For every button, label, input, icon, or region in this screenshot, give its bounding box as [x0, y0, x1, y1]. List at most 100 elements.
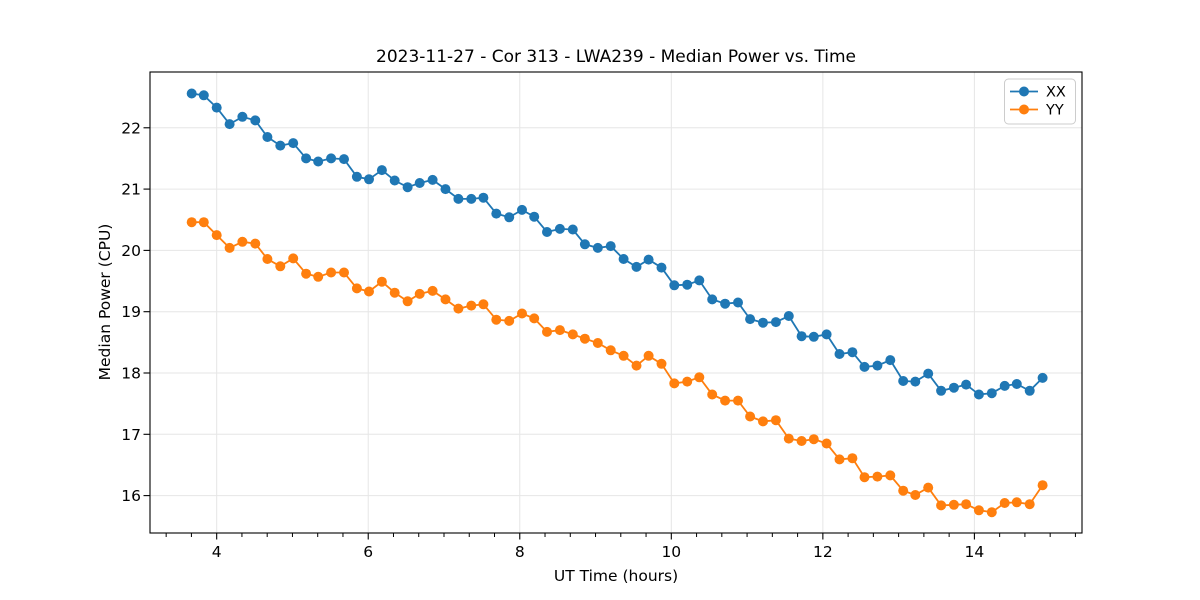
- data-point-yy: [478, 299, 489, 310]
- data-point-yy: [466, 300, 477, 311]
- data-point-yy: [275, 261, 286, 272]
- legend-label-yy: YY: [1045, 103, 1064, 119]
- legend-swatch-marker-xx: [1019, 86, 1029, 97]
- data-point-yy: [504, 315, 515, 326]
- data-point-yy: [376, 276, 387, 287]
- data-point-xx: [872, 360, 883, 371]
- data-point-yy: [682, 376, 693, 387]
- data-point-yy: [999, 498, 1010, 508]
- grid-lines: [150, 72, 1082, 533]
- data-point-yy: [631, 360, 642, 371]
- data-point-xx: [733, 297, 743, 308]
- data-point-yy: [237, 236, 248, 247]
- data-point-xx: [618, 254, 629, 264]
- y-tick-label: 22: [121, 119, 141, 137]
- y-tick-label: 19: [121, 303, 141, 321]
- data-point-xx: [898, 376, 909, 386]
- data-point-xx: [1011, 379, 1022, 389]
- data-point-xx: [262, 132, 273, 142]
- data-point-xx: [517, 204, 527, 215]
- data-point-yy: [707, 389, 718, 400]
- data-point-xx: [275, 140, 286, 151]
- data-point-yy: [758, 416, 768, 427]
- data-point-xx: [758, 317, 768, 328]
- data-point-yy: [339, 267, 349, 278]
- data-point-xx: [389, 175, 400, 186]
- data-point-xx: [313, 156, 324, 167]
- data-point-yy: [211, 230, 222, 241]
- data-point-xx: [453, 193, 464, 204]
- data-point-xx: [186, 88, 197, 99]
- data-point-xx: [682, 279, 693, 290]
- data-point-yy: [898, 485, 909, 496]
- x-tick-label: 14: [965, 543, 985, 561]
- y-tick-label: 21: [121, 181, 141, 199]
- data-point-yy: [808, 434, 819, 445]
- data-point-yy: [720, 395, 731, 406]
- data-point-xx: [402, 182, 413, 193]
- plot-border: [149, 71, 1083, 534]
- data-point-yy: [796, 436, 807, 446]
- data-point-xx: [936, 385, 947, 396]
- data-point-yy: [592, 338, 603, 348]
- data-point-yy: [427, 285, 438, 296]
- data-point-yy: [910, 490, 921, 500]
- data-point-xx: [796, 331, 807, 342]
- data-point-xx: [720, 298, 731, 309]
- data-point-xx: [923, 368, 934, 379]
- data-point-yy: [669, 378, 680, 389]
- axis-tick-labels: 4 6 8 10 12 14 16 17 18 19 20 21 22: [121, 119, 984, 561]
- data-point-yy: [364, 286, 374, 297]
- data-point-xx: [466, 193, 477, 204]
- data-point-xx: [707, 294, 718, 305]
- data-point-xx: [504, 212, 515, 223]
- data-point-xx: [631, 261, 642, 272]
- data-point-xx: [948, 382, 959, 393]
- data-point-xx: [554, 223, 565, 234]
- data-point-yy: [656, 358, 667, 369]
- axes-spines: [149, 71, 1083, 534]
- data-point-yy: [694, 372, 705, 383]
- data-point-xx: [288, 138, 299, 149]
- legend-box: XX YY: [1004, 78, 1076, 125]
- data-point-yy: [1011, 497, 1022, 508]
- data-point-yy: [491, 314, 502, 325]
- data-point-yy: [224, 242, 235, 253]
- series-line-yy: [191, 221, 1044, 514]
- data-point-xx: [491, 208, 502, 219]
- data-point-yy: [453, 303, 464, 314]
- data-point-yy: [745, 411, 756, 422]
- legend-swatch-marker-yy: [1019, 104, 1029, 115]
- data-point-xx: [910, 376, 921, 387]
- data-point-yy: [770, 415, 781, 426]
- data-point-xx: [339, 154, 349, 165]
- data-point-yy: [313, 271, 324, 282]
- series-yy: [186, 217, 1048, 518]
- series-xx: [186, 88, 1048, 400]
- data-point-yy: [440, 294, 451, 305]
- data-point-xx: [301, 153, 312, 164]
- data-point-xx: [847, 347, 858, 358]
- y-axis-label: Median Power (CPU): [96, 224, 114, 381]
- y-tick-label: 18: [121, 364, 141, 382]
- data-point-yy: [821, 438, 832, 449]
- data-point-yy: [618, 350, 629, 361]
- data-point-yy: [567, 329, 578, 340]
- data-point-yy: [301, 268, 312, 279]
- data-point-xx: [364, 174, 374, 185]
- data-point-xx: [834, 349, 845, 359]
- data-point-yy: [250, 238, 261, 249]
- data-point-yy: [389, 287, 400, 298]
- data-point-xx: [605, 241, 616, 252]
- y-tick-label: 16: [121, 487, 141, 505]
- data-point-xx: [237, 111, 248, 122]
- data-point-yy: [186, 217, 197, 228]
- data-point-yy: [783, 433, 794, 444]
- data-point-xx: [1024, 385, 1035, 396]
- data-point-yy: [1037, 480, 1048, 491]
- data-point-xx: [542, 227, 552, 237]
- data-point-yy: [733, 395, 743, 406]
- data-point-xx: [694, 275, 705, 286]
- data-point-xx: [529, 211, 540, 222]
